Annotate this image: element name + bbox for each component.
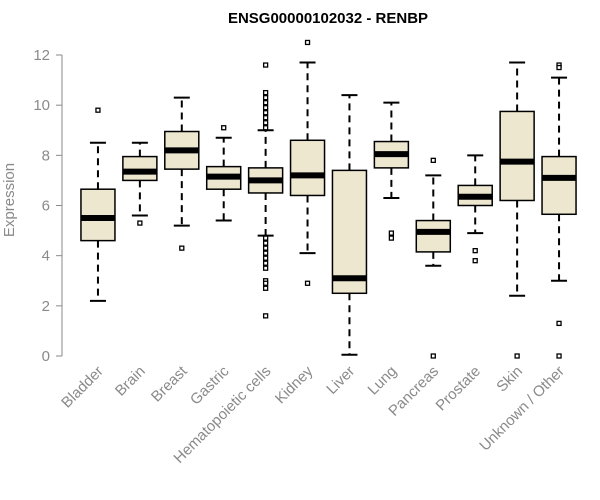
y-tick-label: 2 xyxy=(42,298,50,315)
outlier-point xyxy=(556,64,562,71)
outlier-point xyxy=(262,89,269,96)
outlier-point xyxy=(514,353,520,359)
outlier-point xyxy=(556,353,562,359)
outlier-point xyxy=(262,250,269,256)
outlier-point xyxy=(388,230,395,236)
x-category-label: Kidney xyxy=(272,362,317,407)
outlier-point xyxy=(262,120,269,126)
box-kidney xyxy=(289,39,326,286)
iqr-box xyxy=(415,219,452,253)
outlier-point xyxy=(262,235,269,241)
y-tick-label: 4 xyxy=(42,248,50,265)
iqr-box xyxy=(122,155,158,182)
iqr-box xyxy=(541,155,577,216)
box-pancreas xyxy=(415,157,452,359)
outlier-point xyxy=(262,105,269,111)
y-tick-label: 10 xyxy=(33,97,50,114)
iqr-box xyxy=(289,139,326,197)
box-skin xyxy=(499,61,535,359)
outlier-point xyxy=(262,94,269,101)
y-tick-label: 12 xyxy=(33,47,50,64)
outlier-point xyxy=(137,220,143,226)
outlier-point xyxy=(430,157,436,164)
box-gastric xyxy=(205,125,242,222)
box-lung xyxy=(373,101,410,241)
outlier-point xyxy=(262,110,269,116)
outlier-point xyxy=(304,39,311,46)
chart-title: ENSG00000102032 - RENBP xyxy=(228,10,428,27)
outlier-point xyxy=(262,115,269,121)
outlier-point xyxy=(262,255,269,261)
outlier-point xyxy=(472,247,478,254)
iqr-box xyxy=(499,110,535,202)
box-brain xyxy=(122,141,158,226)
iqr-box xyxy=(331,169,368,295)
x-category-label: Lung xyxy=(365,363,401,399)
outlier-point xyxy=(430,353,436,359)
box-hematopoietic-cells xyxy=(247,62,284,319)
y-axis-label: Expression xyxy=(1,163,18,237)
outlier-point xyxy=(556,320,562,327)
y-tick-label: 0 xyxy=(42,348,50,365)
box-prostate xyxy=(457,154,493,264)
y-axis: 0 2 4 6 8 10 12 xyxy=(33,47,63,365)
outlier-point xyxy=(262,100,269,106)
box-bladder xyxy=(80,107,116,302)
y-tick-label: 8 xyxy=(42,147,50,164)
y-tick-label: 6 xyxy=(42,198,50,215)
outlier-point xyxy=(179,245,185,251)
outlier-point xyxy=(262,62,269,68)
outlier-point xyxy=(262,260,269,266)
outlier-point xyxy=(262,125,269,131)
x-category-label: Prostate xyxy=(433,363,485,415)
x-category-label: Liver xyxy=(323,363,358,398)
x-category-label: Skin xyxy=(493,363,526,396)
box-liver xyxy=(331,94,368,356)
boxes-group xyxy=(80,39,577,359)
outlier-point xyxy=(262,265,269,271)
outlier-point xyxy=(95,107,101,113)
outlier-point xyxy=(262,285,269,291)
outlier-point xyxy=(472,258,478,264)
outlier-point xyxy=(221,125,227,131)
x-category-label: Bladder xyxy=(58,363,107,412)
outlier-point xyxy=(304,280,311,286)
box-unknown-other xyxy=(541,62,577,359)
iqr-box xyxy=(80,188,116,242)
x-category-label: Breast xyxy=(148,362,191,405)
box-breast xyxy=(164,96,200,251)
x-category-label: Brain xyxy=(112,363,149,400)
outlier-point xyxy=(262,240,269,246)
outlier-point xyxy=(262,245,269,251)
outlier-point xyxy=(388,235,395,241)
outlier-point xyxy=(262,313,269,319)
outlier-point xyxy=(262,280,269,286)
